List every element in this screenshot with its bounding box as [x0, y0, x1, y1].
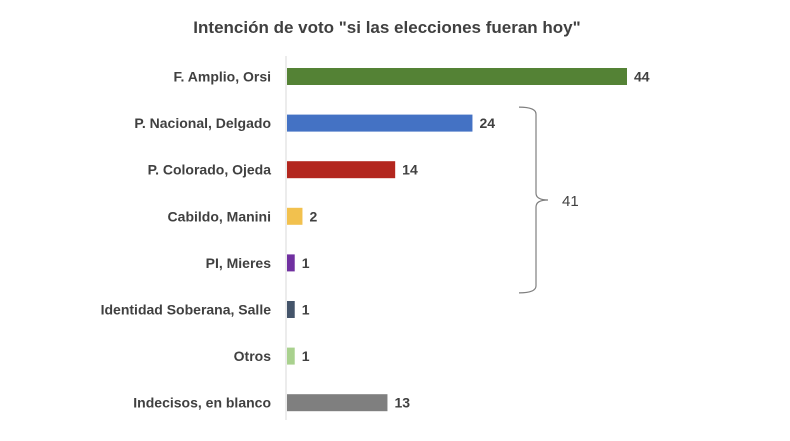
value-label-f-amplio-orsi: 44: [634, 69, 650, 85]
category-label-pi-mieres: PI, Mieres: [206, 255, 272, 271]
bar-f-amplio-orsi: [287, 68, 627, 85]
bar-indecisos-en-blanco: [287, 394, 388, 412]
category-label-p-nacional-delgado: P. Nacional, Delgado: [134, 115, 271, 131]
value-label-p-nacional-delgado: 24: [479, 115, 495, 131]
value-label-otros: 1: [302, 348, 310, 364]
bar-otros: [287, 347, 295, 365]
category-label-cabildo-manini: Cabildo, Manini: [168, 208, 271, 224]
category-label-indecisos-en-blanco: Indecisos, en blanco: [133, 395, 271, 411]
bracket-total-label: 41: [562, 193, 579, 210]
bar-identidad-soberana-salle: [287, 301, 295, 318]
value-label-pi-mieres: 1: [302, 255, 310, 271]
value-label-indecisos-en-blanco: 13: [394, 395, 410, 411]
bracket-annotation: 41: [518, 106, 579, 294]
category-label-p-colorado-ojeda: P. Colorado, Ojeda: [148, 162, 272, 178]
chart-title: Intención de voto "si las elecciones fue…: [193, 18, 580, 37]
bar-p-colorado-ojeda: [287, 161, 396, 179]
bracket-shape: [518, 106, 549, 294]
bar-p-nacional-delgado: [287, 114, 473, 132]
category-label-otros: Otros: [234, 348, 272, 364]
category-label-identidad-soberana-salle: Identidad Soberana, Salle: [101, 302, 272, 318]
value-label-p-colorado-ojeda: 14: [402, 162, 418, 178]
bars-layer: F. Amplio, Orsi 44 P. Nacional, Delgado 24 P…: [101, 68, 650, 412]
category-label-f-amplio-orsi: F. Amplio, Orsi: [174, 69, 272, 85]
value-label-cabildo-manini: 2: [309, 208, 317, 224]
bar-cabildo-manini: [287, 207, 303, 225]
bar-pi-mieres: [287, 254, 295, 272]
value-label-identidad-soberana-salle: 1: [302, 302, 310, 318]
